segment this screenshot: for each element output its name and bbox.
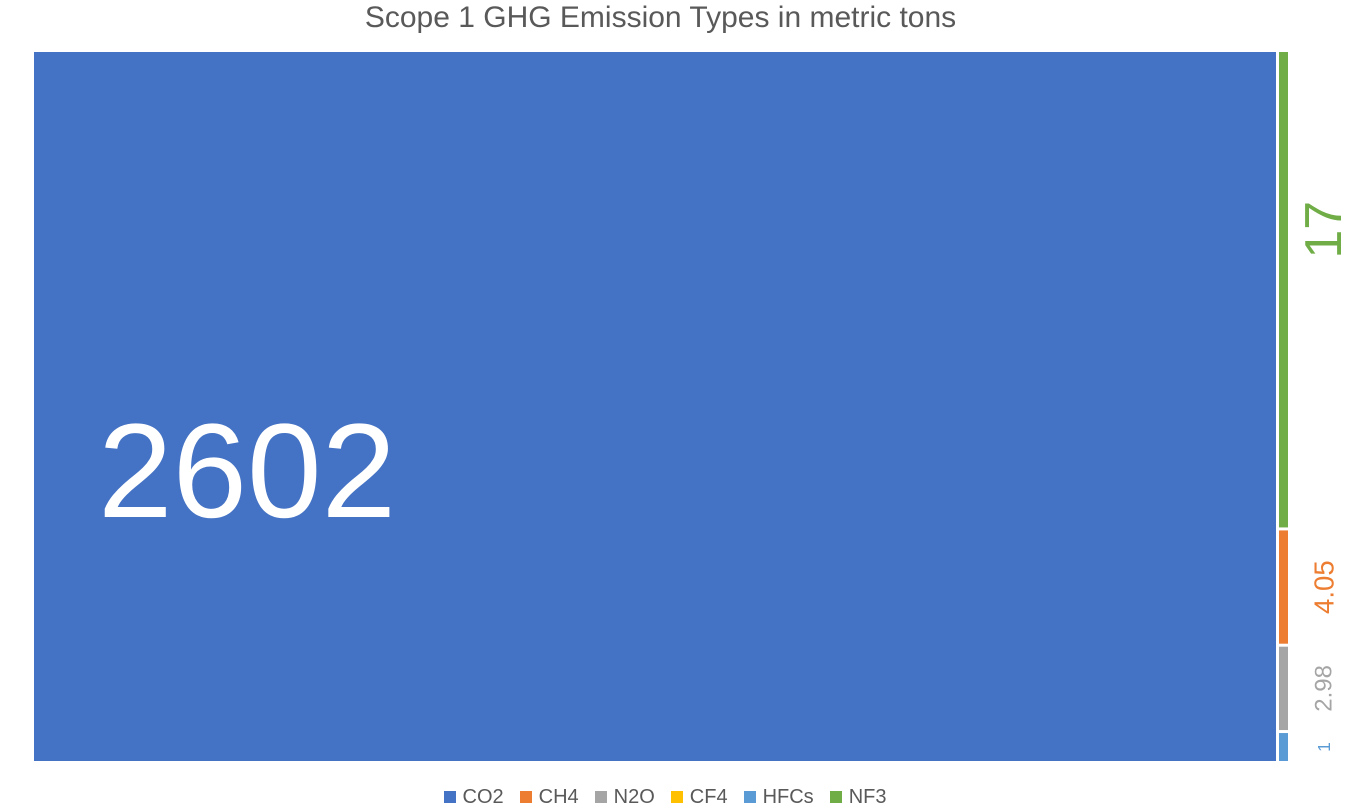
treemap-label-n2o: 2.98 bbox=[1311, 665, 1338, 712]
legend-item-nf3: NF3 bbox=[829, 784, 887, 810]
treemap-label-co2: 2602 bbox=[98, 397, 396, 546]
treemap-label-hfcs: 1 bbox=[1314, 742, 1334, 752]
legend: CO2 CH4 N2O CF4 HFCs NF3 bbox=[0, 784, 1330, 810]
legend-label: CO2 bbox=[462, 786, 504, 808]
treemap-label-nf3: 17 bbox=[1295, 201, 1351, 259]
treemap-tile-nf3 bbox=[1279, 52, 1288, 528]
legend-swatch bbox=[743, 791, 756, 803]
legend-item-co2: CO2 bbox=[443, 784, 504, 810]
legend-item-ch4: CH4 bbox=[519, 784, 579, 810]
legend-item-n2o: N2O bbox=[594, 784, 655, 810]
treemap-tile-ch4 bbox=[1279, 530, 1288, 644]
legend-label: HFCs bbox=[762, 786, 814, 808]
treemap-label-ch4: 4.05 bbox=[1309, 560, 1340, 614]
chart-title: Scope 1 GHG Emission Types in metric ton… bbox=[364, 1, 957, 34]
treemap-tile-n2o bbox=[1279, 646, 1288, 731]
legend-item-hfcs: HFCs bbox=[743, 784, 814, 810]
legend-label: CH4 bbox=[538, 786, 579, 808]
legend-swatch bbox=[443, 791, 456, 803]
legend-swatch bbox=[519, 791, 532, 803]
legend-label: N2O bbox=[613, 786, 655, 808]
legend-swatch bbox=[594, 791, 607, 803]
legend-swatch bbox=[670, 791, 683, 803]
treemap-tile-hfcs bbox=[1279, 733, 1288, 761]
treemap-tile-co2 bbox=[34, 52, 1276, 761]
legend-label: NF3 bbox=[848, 786, 887, 808]
legend-item-cf4: CF4 bbox=[670, 784, 728, 810]
treemap-chart: 2602 17 4.05 2.98 1 bbox=[34, 52, 1351, 761]
legend-swatch bbox=[829, 791, 842, 803]
legend-label: CF4 bbox=[689, 786, 728, 808]
